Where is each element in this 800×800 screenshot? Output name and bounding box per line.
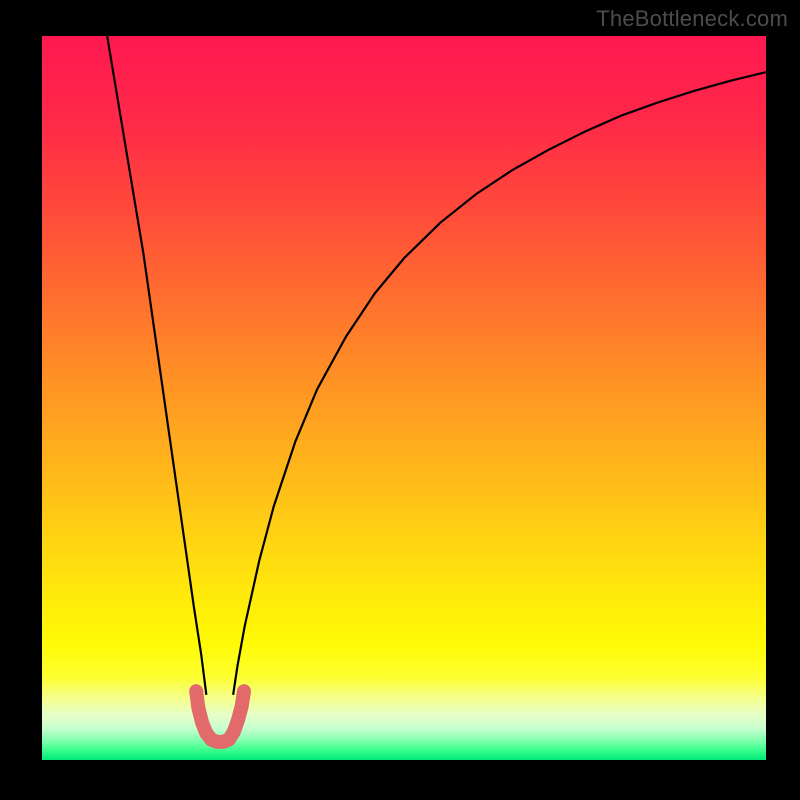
watermark-text: TheBottleneck.com — [596, 6, 788, 32]
bottleneck-chart — [42, 36, 766, 760]
gradient-background — [42, 36, 766, 760]
plot-area — [42, 36, 766, 760]
